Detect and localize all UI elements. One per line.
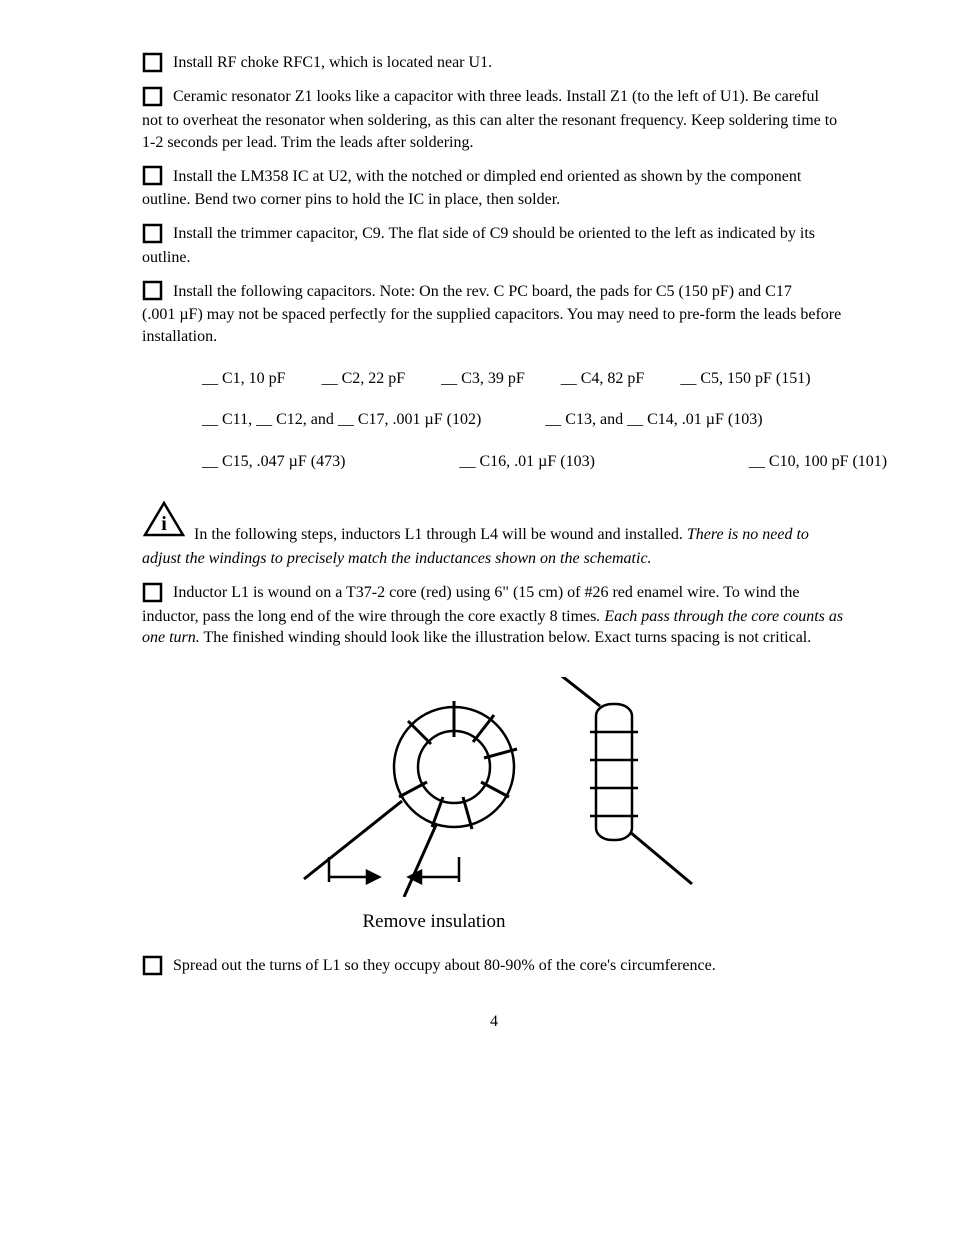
- step-text: Install the LM358 IC at U2, with the not…: [173, 166, 801, 188]
- checklist-step: Install RF choke RFC1, which is located …: [142, 52, 846, 74]
- cap-item: __ C13, and __ C14, .01 µF (103): [545, 411, 762, 428]
- capacitor-list: __ C1, 10 pF __ C2, 22 pF __ C3, 39 pF _…: [202, 368, 846, 473]
- step-text: Spread out the turns of L1 so they occup…: [173, 955, 716, 977]
- step-continuation: inductor, pass the long end of the wire …: [142, 606, 846, 649]
- step-frag: inductor, pass the long end of the wire …: [142, 608, 596, 625]
- diagram-caption: Remove insulation: [22, 909, 846, 935]
- step-continuation: outline.: [142, 247, 846, 269]
- checklist-step: Install the trimmer capacitor, C9. The f…: [142, 223, 846, 269]
- cap-item: __ C3, 39 pF: [441, 370, 525, 387]
- cap-item: __ C2, 22 pF: [322, 370, 406, 387]
- checklist-step: Ceramic resonator Z1 looks like a capaci…: [142, 86, 846, 153]
- capacitor-row: __ C15, .047 µF (473) __ C16, .01 µF (10…: [202, 451, 846, 473]
- checkbox-icon: [142, 582, 163, 603]
- capacitor-row: __ C1, 10 pF __ C2, 22 pF __ C3, 39 pF _…: [202, 368, 846, 390]
- info-continuation: adjust the windings to precisely match t…: [142, 548, 846, 570]
- cap-item: __ C4, 82 pF: [561, 370, 645, 387]
- svg-text:i: i: [161, 513, 167, 535]
- step-text: Install the trimmer capacitor, C9. The f…: [173, 223, 815, 245]
- step-continuation: outline. Bend two corner pins to hold th…: [142, 189, 846, 211]
- info-text: In the following steps, inductors L1 thr…: [194, 524, 809, 546]
- step-text: Install the following capacitors. Note: …: [173, 281, 792, 303]
- info-lead: In the following steps, inductors L1 thr…: [194, 526, 687, 543]
- checkbox-icon: [142, 280, 163, 301]
- cap-item: __ C1, 10 pF: [202, 370, 286, 387]
- checklist-step: Install the following capacitors. Note: …: [142, 280, 846, 347]
- cap-item: __ C10, 100 pF (101): [749, 453, 887, 470]
- checklist-step: Inductor L1 is wound on a T37-2 core (re…: [142, 582, 846, 649]
- cap-item: __ C16, .01 µF (103): [459, 453, 594, 470]
- cap-item: __ C5, 150 pF (151): [680, 370, 810, 387]
- checkbox-icon: [142, 165, 163, 186]
- checkbox-icon: [142, 86, 163, 107]
- step-text: Ceramic resonator Z1 looks like a capaci…: [173, 86, 819, 108]
- step-text: Inductor L1 is wound on a T37-2 core (re…: [173, 582, 799, 604]
- cap-item: __ C11, __ C12, and __ C17, .001 µF (102…: [202, 411, 481, 428]
- checkbox-icon: [142, 52, 163, 73]
- capacitor-row: __ C11, __ C12, and __ C17, .001 µF (102…: [202, 409, 846, 431]
- step-text: Install RF choke RFC1, which is located …: [173, 52, 492, 74]
- info-icon: i: [142, 500, 186, 545]
- cap-item: __ C15, .047 µF (473): [202, 453, 345, 470]
- checklist-step: Spread out the turns of L1 so they occup…: [142, 955, 846, 977]
- checklist-step: Install the LM358 IC at U2, with the not…: [142, 165, 846, 211]
- checkbox-icon: [142, 223, 163, 244]
- checkbox-icon: [142, 955, 163, 976]
- step-continuation: (.001 µF) may not be spaced perfectly fo…: [142, 304, 846, 347]
- step-frag: The finished winding should look like th…: [200, 629, 811, 646]
- page-number: 4: [142, 1011, 846, 1033]
- toroid-diagram: Remove insulation: [142, 677, 846, 935]
- info-italic: There is no need to: [687, 526, 809, 543]
- info-note: i In the following steps, inductors L1 t…: [142, 500, 846, 569]
- document-page: Install RF choke RFC1, which is located …: [0, 0, 954, 1235]
- step-continuation: not to overheat the resonator when solde…: [142, 110, 846, 153]
